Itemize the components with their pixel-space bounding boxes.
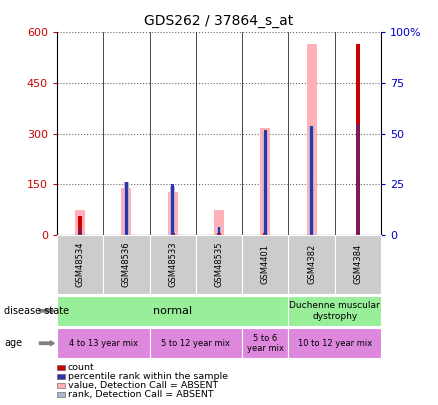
- Text: normal: normal: [153, 306, 192, 316]
- Bar: [310, 126, 313, 235]
- Text: GSM4384: GSM4384: [353, 244, 362, 284]
- Bar: [217, 233, 221, 235]
- Text: 5 to 6
year mix: 5 to 6 year mix: [247, 334, 284, 353]
- Text: GSM48533: GSM48533: [168, 241, 177, 287]
- Bar: [217, 227, 221, 235]
- Bar: [75, 210, 85, 235]
- Bar: [170, 186, 175, 235]
- Bar: [307, 44, 317, 235]
- Bar: [168, 192, 178, 235]
- Bar: [263, 132, 268, 235]
- Bar: [214, 210, 224, 235]
- Bar: [356, 44, 360, 235]
- Bar: [260, 128, 270, 235]
- Text: 4 to 13 year mix: 4 to 13 year mix: [69, 339, 138, 348]
- Text: 5 to 12 year mix: 5 to 12 year mix: [161, 339, 230, 348]
- Text: GSM48535: GSM48535: [215, 241, 223, 287]
- Text: GDS262 / 37864_s_at: GDS262 / 37864_s_at: [145, 14, 293, 28]
- Bar: [218, 227, 220, 235]
- Bar: [78, 216, 82, 235]
- Text: count: count: [68, 363, 95, 372]
- Bar: [125, 182, 128, 235]
- Bar: [124, 182, 129, 235]
- Text: age: age: [4, 338, 22, 348]
- Bar: [356, 128, 360, 235]
- Bar: [264, 130, 267, 235]
- Bar: [171, 233, 175, 235]
- Text: GSM4401: GSM4401: [261, 244, 270, 284]
- Text: disease state: disease state: [4, 306, 70, 316]
- Bar: [263, 233, 267, 235]
- Text: rank, Detection Call = ABSENT: rank, Detection Call = ABSENT: [68, 390, 213, 399]
- Bar: [309, 126, 314, 235]
- Text: GSM48534: GSM48534: [76, 241, 85, 287]
- Bar: [78, 229, 82, 235]
- Bar: [124, 233, 128, 235]
- Text: Duchenne muscular
dystrophy: Duchenne muscular dystrophy: [290, 301, 380, 321]
- Bar: [357, 124, 359, 235]
- Text: percentile rank within the sample: percentile rank within the sample: [68, 372, 228, 381]
- Bar: [171, 184, 174, 235]
- Text: GSM48536: GSM48536: [122, 241, 131, 287]
- Bar: [310, 233, 314, 235]
- Bar: [121, 188, 131, 235]
- Text: 10 to 12 year mix: 10 to 12 year mix: [298, 339, 372, 348]
- Text: value, Detection Call = ABSENT: value, Detection Call = ABSENT: [68, 381, 218, 390]
- Bar: [79, 229, 81, 235]
- Text: GSM4382: GSM4382: [307, 244, 316, 284]
